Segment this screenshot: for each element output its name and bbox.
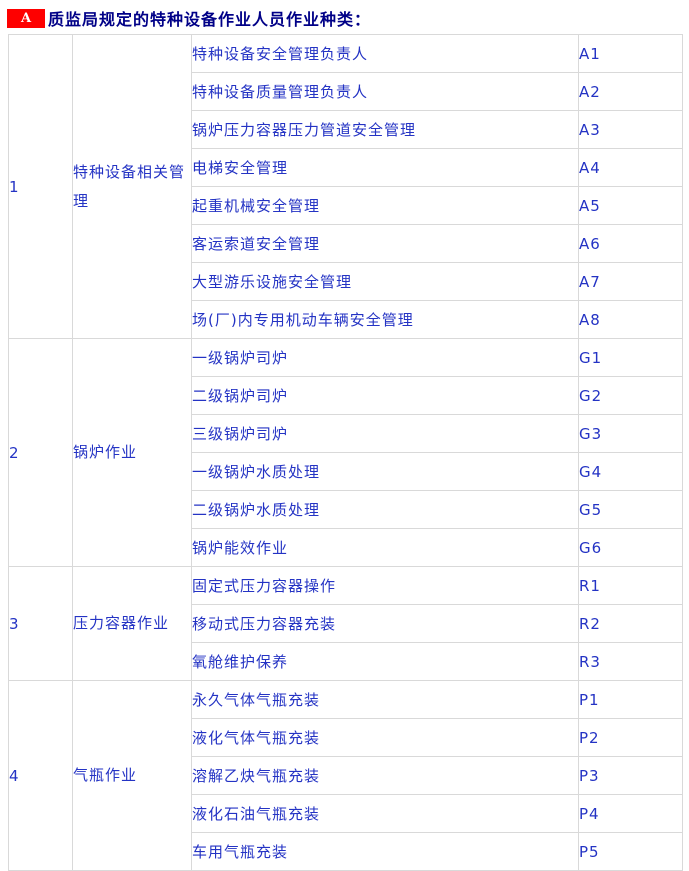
job-code-cell: A4 [578,148,683,187]
group-number: 4 [8,680,73,871]
job-code-cell: R2 [578,604,683,643]
group-category: 特种设备相关管理 [72,34,192,339]
job-name-cell: 固定式压力容器操作 [191,566,579,605]
job-name-cell: 起重机械安全管理 [191,186,579,225]
group-category: 锅炉作业 [72,338,192,567]
job-code-cell: G2 [578,376,683,415]
table-row: 客运索道安全管理 A6 [9,224,683,263]
job-code-cell: A3 [578,110,683,149]
table-row: 三级锅炉司炉 G3 [9,414,683,453]
job-name-cell: 大型游乐设施安全管理 [191,262,579,301]
job-name-cell: 液化气体气瓶充装 [191,718,579,757]
job-code-cell: G6 [578,528,683,567]
table-row: 1 特种设备相关管理 特种设备安全管理负责人 A1 [8,34,683,339]
job-name-cell: 液化石油气瓶充装 [191,794,579,833]
job-code-cell: G5 [578,490,683,529]
job-code-cell: A2 [578,72,683,111]
job-code-cell: A7 [578,262,683,301]
job-code-cell: A5 [578,186,683,225]
job-code-cell: G3 [578,414,683,453]
job-name-cell: 场(厂)内专用机动车辆安全管理 [191,300,579,339]
job-code-cell: R3 [578,642,683,681]
job-name-cell: 永久气体气瓶充装 [191,680,579,719]
job-name-cell: 一级锅炉司炉 [191,338,579,377]
table-row: 4 气瓶作业 永久气体气瓶充装 P1 [8,680,683,871]
table-row: 二级锅炉司炉 G2 [9,376,683,415]
job-code-cell: A1 [578,34,683,73]
table-row: 3 压力容器作业 固定式压力容器操作 R1 [8,566,683,681]
table-row: 氧舱维护保养 R3 [9,642,683,681]
job-name-cell: 一级锅炉水质处理 [191,452,579,491]
job-name-cell: 客运索道安全管理 [191,224,579,263]
page-header: A 质监局规定的特种设备作业人员作业种类： [7,8,689,29]
job-name-cell: 电梯安全管理 [191,148,579,187]
table-row: 起重机械安全管理 A5 [9,186,683,225]
job-name-cell: 氧舱维护保养 [191,642,579,681]
table-row: 特种设备质量管理负责人 A2 [9,72,683,111]
job-code-cell: P2 [578,718,683,757]
group-number: 1 [8,34,73,339]
job-code-cell: R1 [578,566,683,605]
job-code-cell: P5 [578,832,683,871]
table-row: 二级锅炉水质处理 G5 [9,490,683,529]
job-name-cell: 特种设备质量管理负责人 [191,72,579,111]
job-code-cell: P3 [578,756,683,795]
group-category: 气瓶作业 [72,680,192,871]
job-name-cell: 特种设备安全管理负责人 [191,34,579,73]
job-name-cell: 锅炉压力容器压力管道安全管理 [191,110,579,149]
group-number: 2 [8,338,73,567]
job-name-cell: 三级锅炉司炉 [191,414,579,453]
job-name-cell: 二级锅炉水质处理 [191,490,579,529]
table-row: 场(厂)内专用机动车辆安全管理 A8 [9,300,683,339]
job-code-cell: P4 [578,794,683,833]
table-row: 液化气体气瓶充装 P2 [9,718,683,757]
table-row: 锅炉压力容器压力管道安全管理 A3 [9,110,683,149]
table-row: 移动式压力容器充装 R2 [9,604,683,643]
group-category: 压力容器作业 [72,566,192,681]
categories-table: 1 特种设备相关管理 特种设备安全管理负责人 A1 特种设备质量管理负责人 A2 锅炉压力容… [8,34,683,871]
page-title: 质监局规定的特种设备作业人员作业种类： [48,10,372,29]
table-row: 2 锅炉作业 一级锅炉司炉 G1 [8,338,683,567]
job-name-cell: 二级锅炉司炉 [191,376,579,415]
table-row: 溶解乙炔气瓶充装 P3 [9,756,683,795]
job-name-cell: 车用气瓶充装 [191,832,579,871]
job-name-cell: 锅炉能效作业 [191,528,579,567]
job-code-cell: G4 [578,452,683,491]
table-row: 电梯安全管理 A4 [9,148,683,187]
table-row: 大型游乐设施安全管理 A7 [9,262,683,301]
table-row: 液化石油气瓶充装 P4 [9,794,683,833]
group-number: 3 [8,566,73,681]
job-code-cell: A6 [578,224,683,263]
job-code-cell: A8 [578,300,683,339]
job-name-cell: 移动式压力容器充装 [191,604,579,643]
table-row: 锅炉能效作业 G6 [9,528,683,567]
job-code-cell: G1 [578,338,683,377]
section-badge: A [7,8,45,28]
job-code-cell: P1 [578,680,683,719]
category-table-body: 1 特种设备相关管理 特种设备安全管理负责人 A1 特种设备质量管理负责人 A2 锅炉压力容… [8,34,683,871]
job-name-cell: 溶解乙炔气瓶充装 [191,756,579,795]
